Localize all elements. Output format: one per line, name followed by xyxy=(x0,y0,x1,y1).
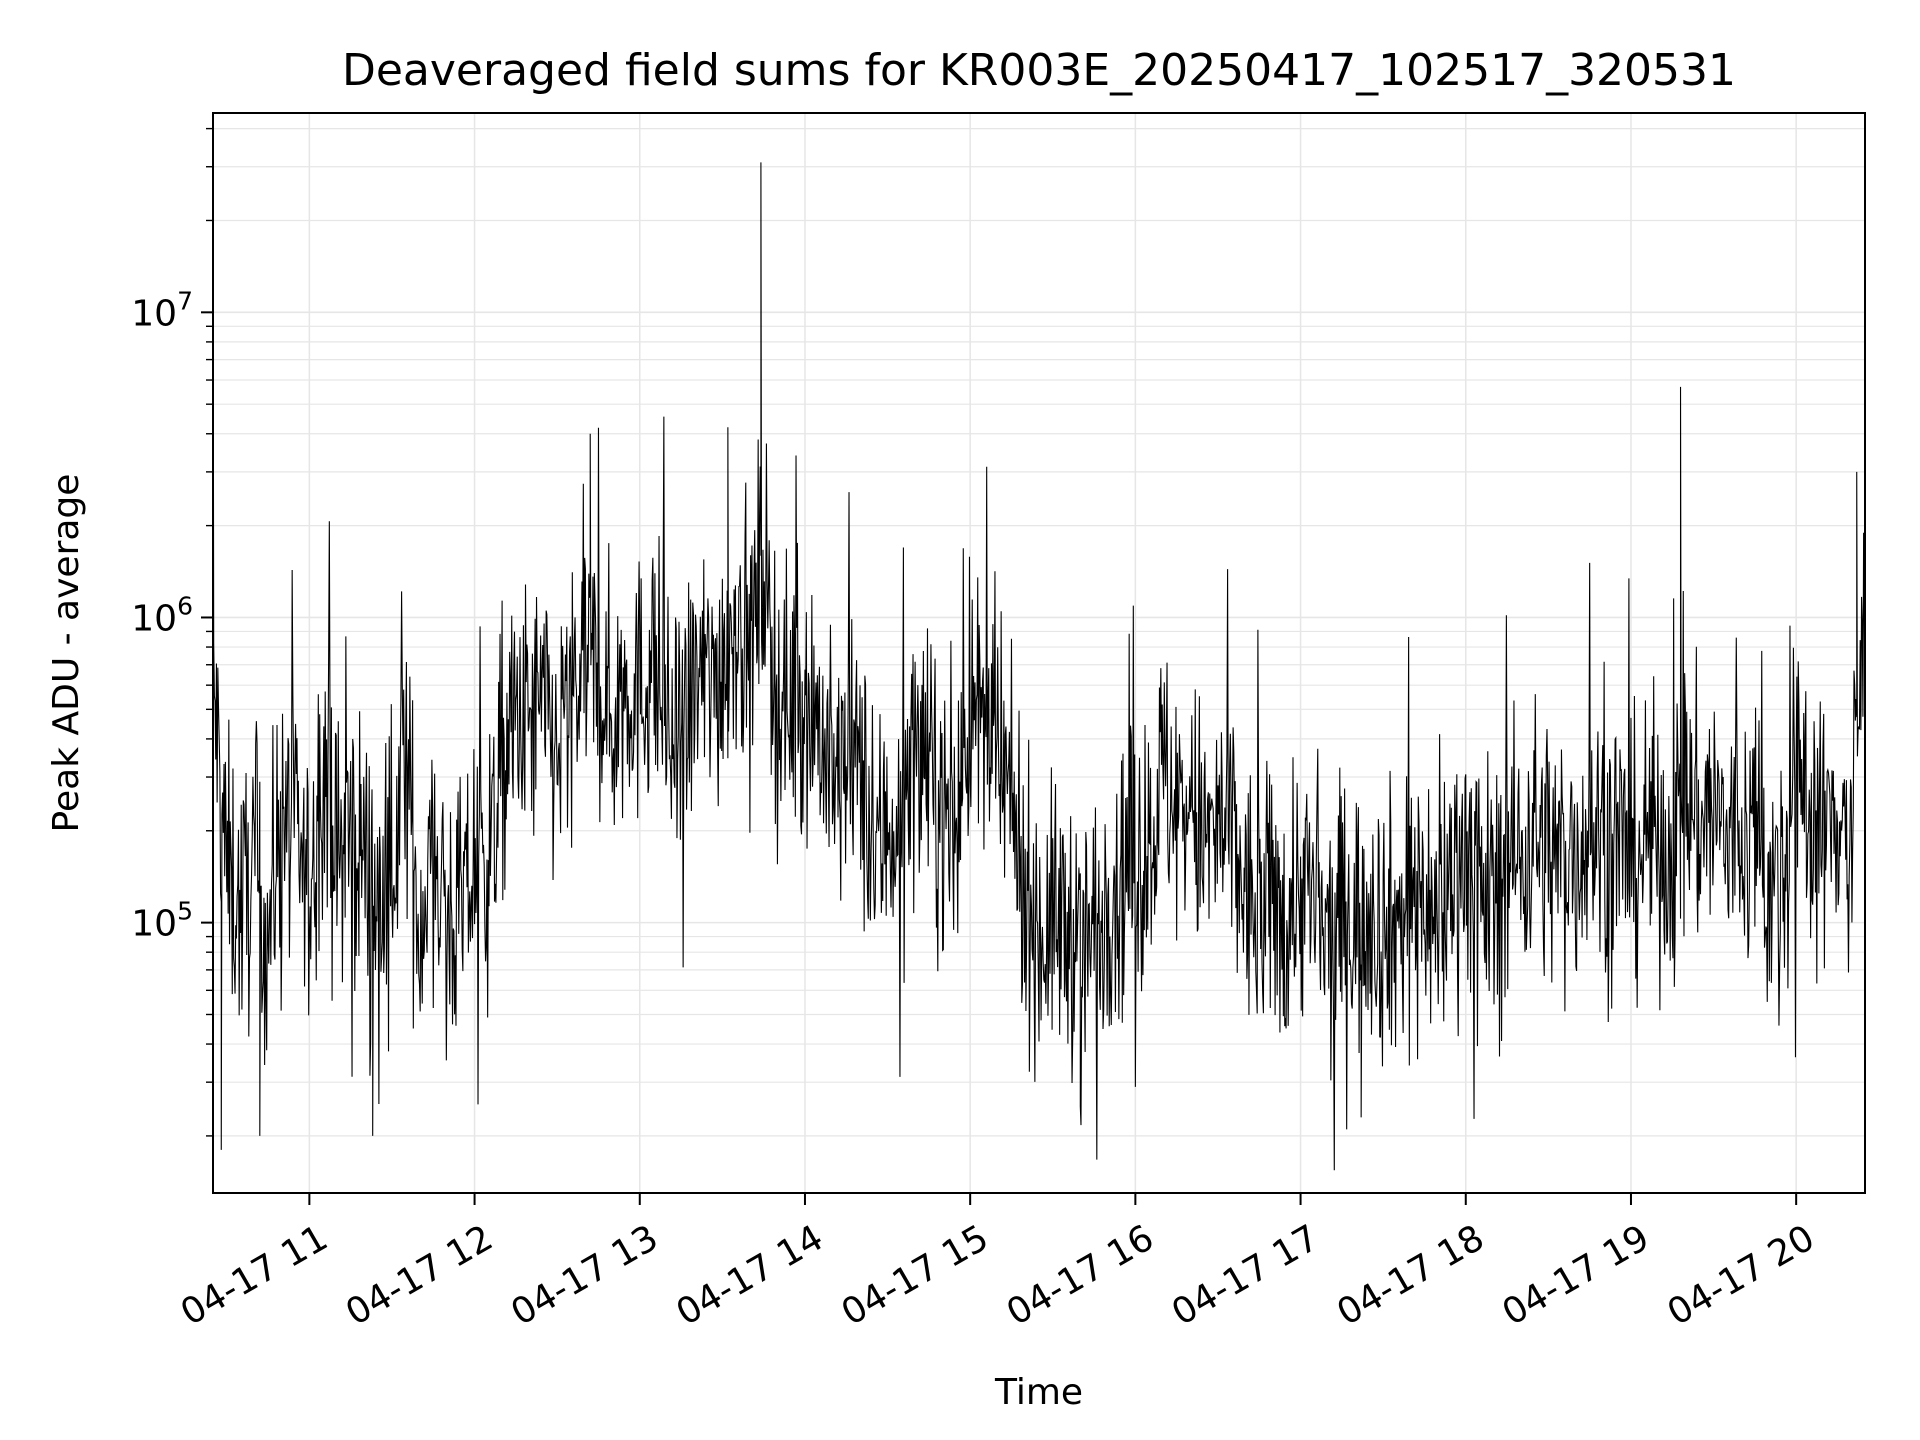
y-tick-base: 10 xyxy=(131,904,177,945)
grid xyxy=(213,113,1865,1193)
y-tick-label: 107 xyxy=(131,286,193,334)
y-tick-base: 10 xyxy=(131,598,177,639)
y-tick-exponent: 5 xyxy=(177,897,193,926)
y-axis-label: Peak ADU - average xyxy=(46,474,87,833)
y-tick-label: 106 xyxy=(131,591,193,639)
y-tick-exponent: 7 xyxy=(177,286,193,315)
y-tick-exponent: 6 xyxy=(177,591,193,620)
series-line xyxy=(212,162,1866,1171)
axes-frame xyxy=(212,112,1866,1194)
chart-title: Deaveraged field sums for KR003E_2025041… xyxy=(342,45,1736,96)
series-layer xyxy=(212,162,1866,1171)
y-tick-label: 105 xyxy=(131,897,193,945)
y-tick-base: 10 xyxy=(131,293,177,334)
x-axis-label: Time xyxy=(994,1372,1083,1413)
